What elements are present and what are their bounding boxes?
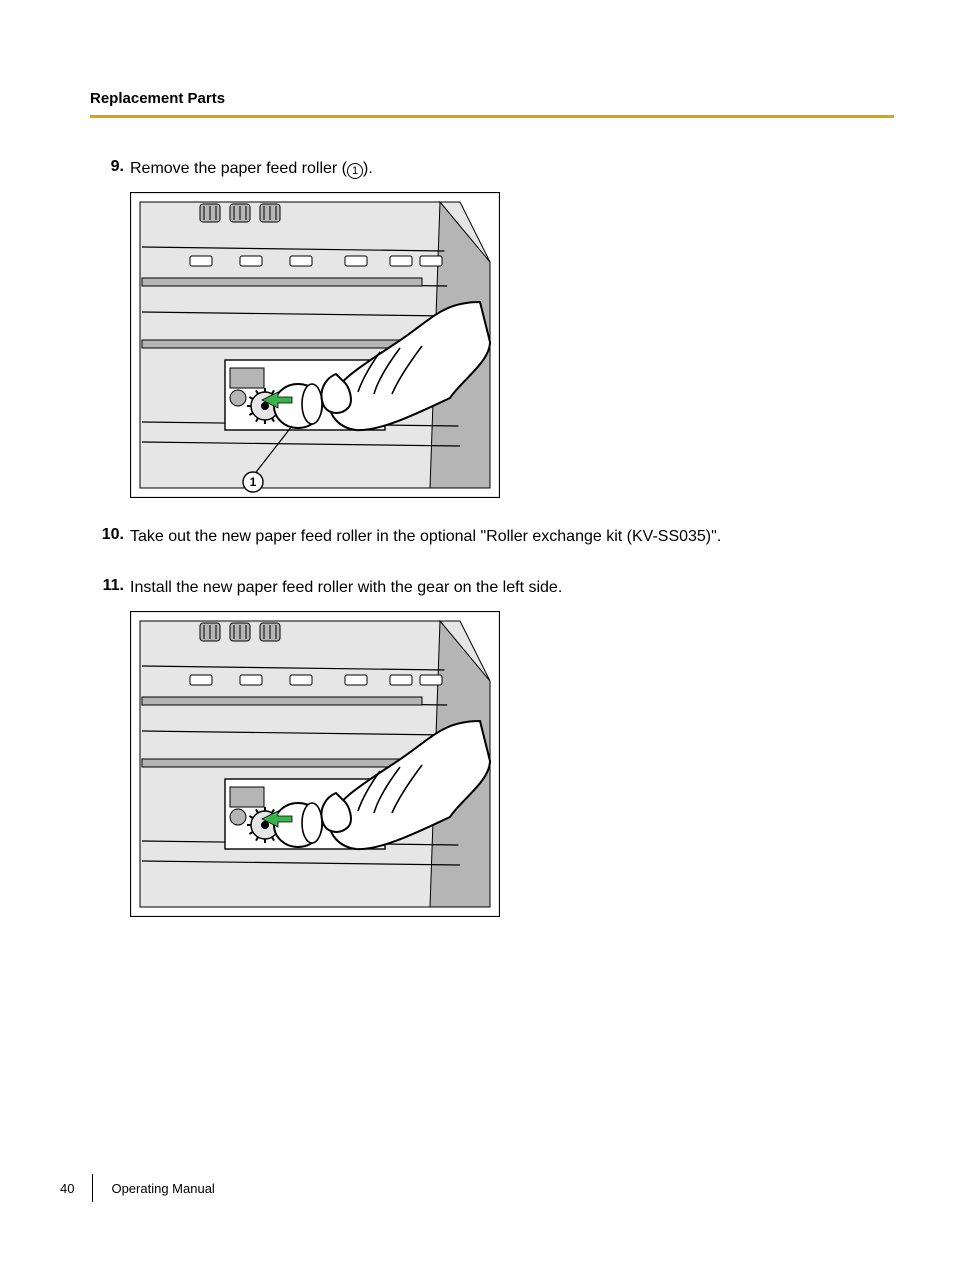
svg-text:1: 1 — [250, 475, 257, 489]
doc-label: Operating Manual — [111, 1181, 214, 1196]
step-10: 10. Take out the new paper feed roller i… — [90, 526, 894, 548]
spacer — [90, 559, 894, 577]
step-11: 11. Install the new paper feed roller wi… — [90, 577, 894, 599]
page-number: 40 — [60, 1181, 74, 1196]
figure-step-9: 1 — [130, 192, 894, 498]
step-9: 9. Remove the paper feed roller (1). — [90, 158, 894, 180]
step-number: 11. — [90, 577, 124, 595]
step-text: Install the new paper feed roller with t… — [130, 579, 562, 596]
step-number: 10. — [90, 526, 124, 544]
callout-marker-inline: 1 — [347, 163, 363, 179]
page-footer: 40 Operating Manual — [60, 1174, 894, 1202]
step-text: Take out the new paper feed roller in th… — [130, 528, 721, 545]
figure-step-11 — [130, 611, 894, 917]
step-text-b: ). — [363, 160, 373, 177]
section-rule — [90, 115, 894, 118]
document-page: Replacement Parts 9. Remove the paper fe… — [0, 0, 954, 1272]
step-text: Remove the paper feed roller (1). — [130, 160, 373, 177]
section-title: Replacement Parts — [90, 90, 894, 107]
footer-divider — [92, 1174, 93, 1202]
step-text-a: Remove the paper feed roller ( — [130, 160, 347, 177]
step-number: 9. — [90, 158, 124, 176]
